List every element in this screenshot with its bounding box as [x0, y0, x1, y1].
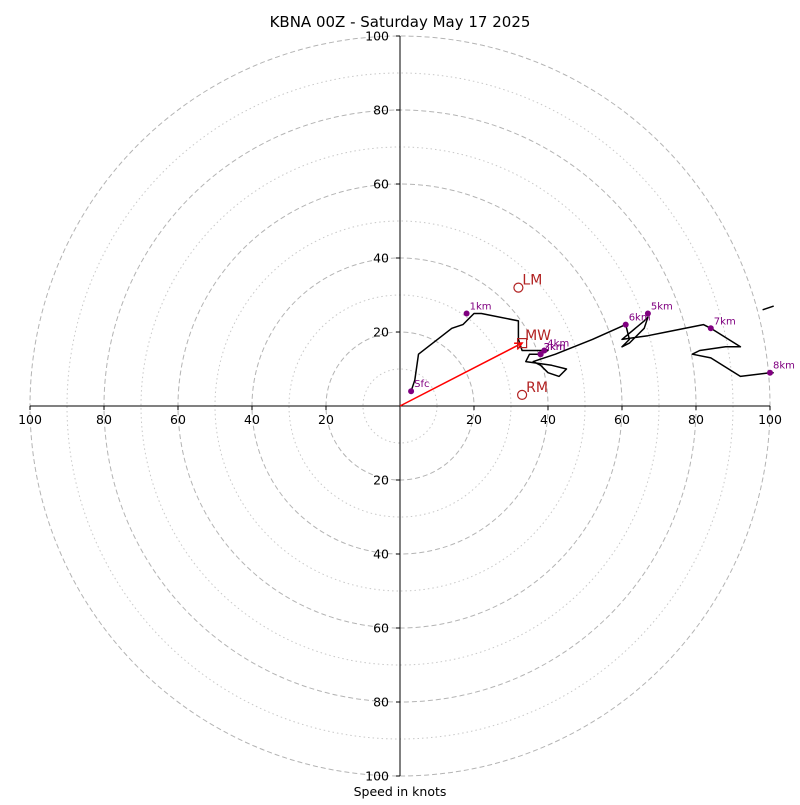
height-marker-label: Sfc — [414, 379, 429, 390]
rm-marker — [516, 389, 528, 400]
x-tick-label: 40 — [540, 412, 556, 427]
height-marker-dot — [644, 310, 651, 317]
x-tick-label: 80 — [688, 412, 704, 427]
height-marker-dot — [408, 388, 415, 395]
x-tick-label: 20 — [466, 412, 482, 427]
hodograph-line-segment — [762, 305, 774, 311]
x-tick-label: 20 — [318, 412, 334, 427]
x-axis-label: Speed in knots — [354, 784, 447, 799]
storm-motion-group: RM LM MW — [513, 273, 551, 400]
y-tick-label: 40 — [373, 251, 389, 266]
hodograph-line — [410, 312, 774, 392]
height-marker-label: 8km — [773, 361, 795, 372]
x-tick-label: 100 — [18, 412, 42, 427]
hodograph-trace-group — [410, 305, 774, 392]
y-tick-label: 60 — [373, 177, 389, 192]
y-tick-label: 40 — [373, 547, 389, 562]
height-marker-dot — [767, 369, 773, 376]
chart-title: KBNA 00Z - Saturday May 17 2025 — [270, 13, 531, 31]
x-tick-label: 80 — [96, 412, 112, 427]
height-marker-dot — [537, 351, 544, 358]
height-marker-label: 5km — [651, 302, 673, 313]
y-tick-label: 60 — [373, 621, 389, 636]
height-marker-dot — [707, 325, 714, 332]
y-tick-label: 100 — [365, 769, 389, 784]
height-marker-label: 1km — [470, 302, 492, 313]
height-marker-dot — [541, 347, 548, 354]
height-marker-label: 6km — [629, 313, 651, 324]
mw-marker — [516, 338, 528, 349]
lm-marker — [513, 282, 524, 293]
x-tick-label: 40 — [244, 412, 260, 427]
height-marker-dot — [463, 310, 470, 317]
bunkers-vector-group — [399, 342, 524, 407]
height-marker-label: 2km — [544, 342, 566, 353]
y-tick-label: 20 — [373, 473, 389, 488]
mean-wind-vector — [399, 342, 523, 407]
tick-labels: 100 80 60 40 20 20 40 60 80 100 20 40 60 80 100 20 40 60 8… — [18, 29, 782, 784]
lm-label: LM — [522, 273, 542, 289]
y-tick-label: 80 — [373, 695, 389, 710]
height-marker-label: 7km — [714, 316, 736, 327]
x-tick-label: 60 — [170, 412, 186, 427]
y-tick-label: 100 — [365, 29, 389, 44]
x-tick-label: 100 — [758, 412, 782, 427]
y-tick-label: 80 — [373, 103, 389, 118]
height-marker-dot — [622, 321, 629, 328]
mw-label: MW — [525, 328, 551, 344]
height-marker-label: 4km — [547, 339, 569, 350]
height-marker-label: 3km — [544, 342, 566, 353]
x-tick-label: 60 — [614, 412, 630, 427]
rm-label: RM — [526, 380, 548, 396]
y-tick-label: 20 — [373, 325, 389, 340]
